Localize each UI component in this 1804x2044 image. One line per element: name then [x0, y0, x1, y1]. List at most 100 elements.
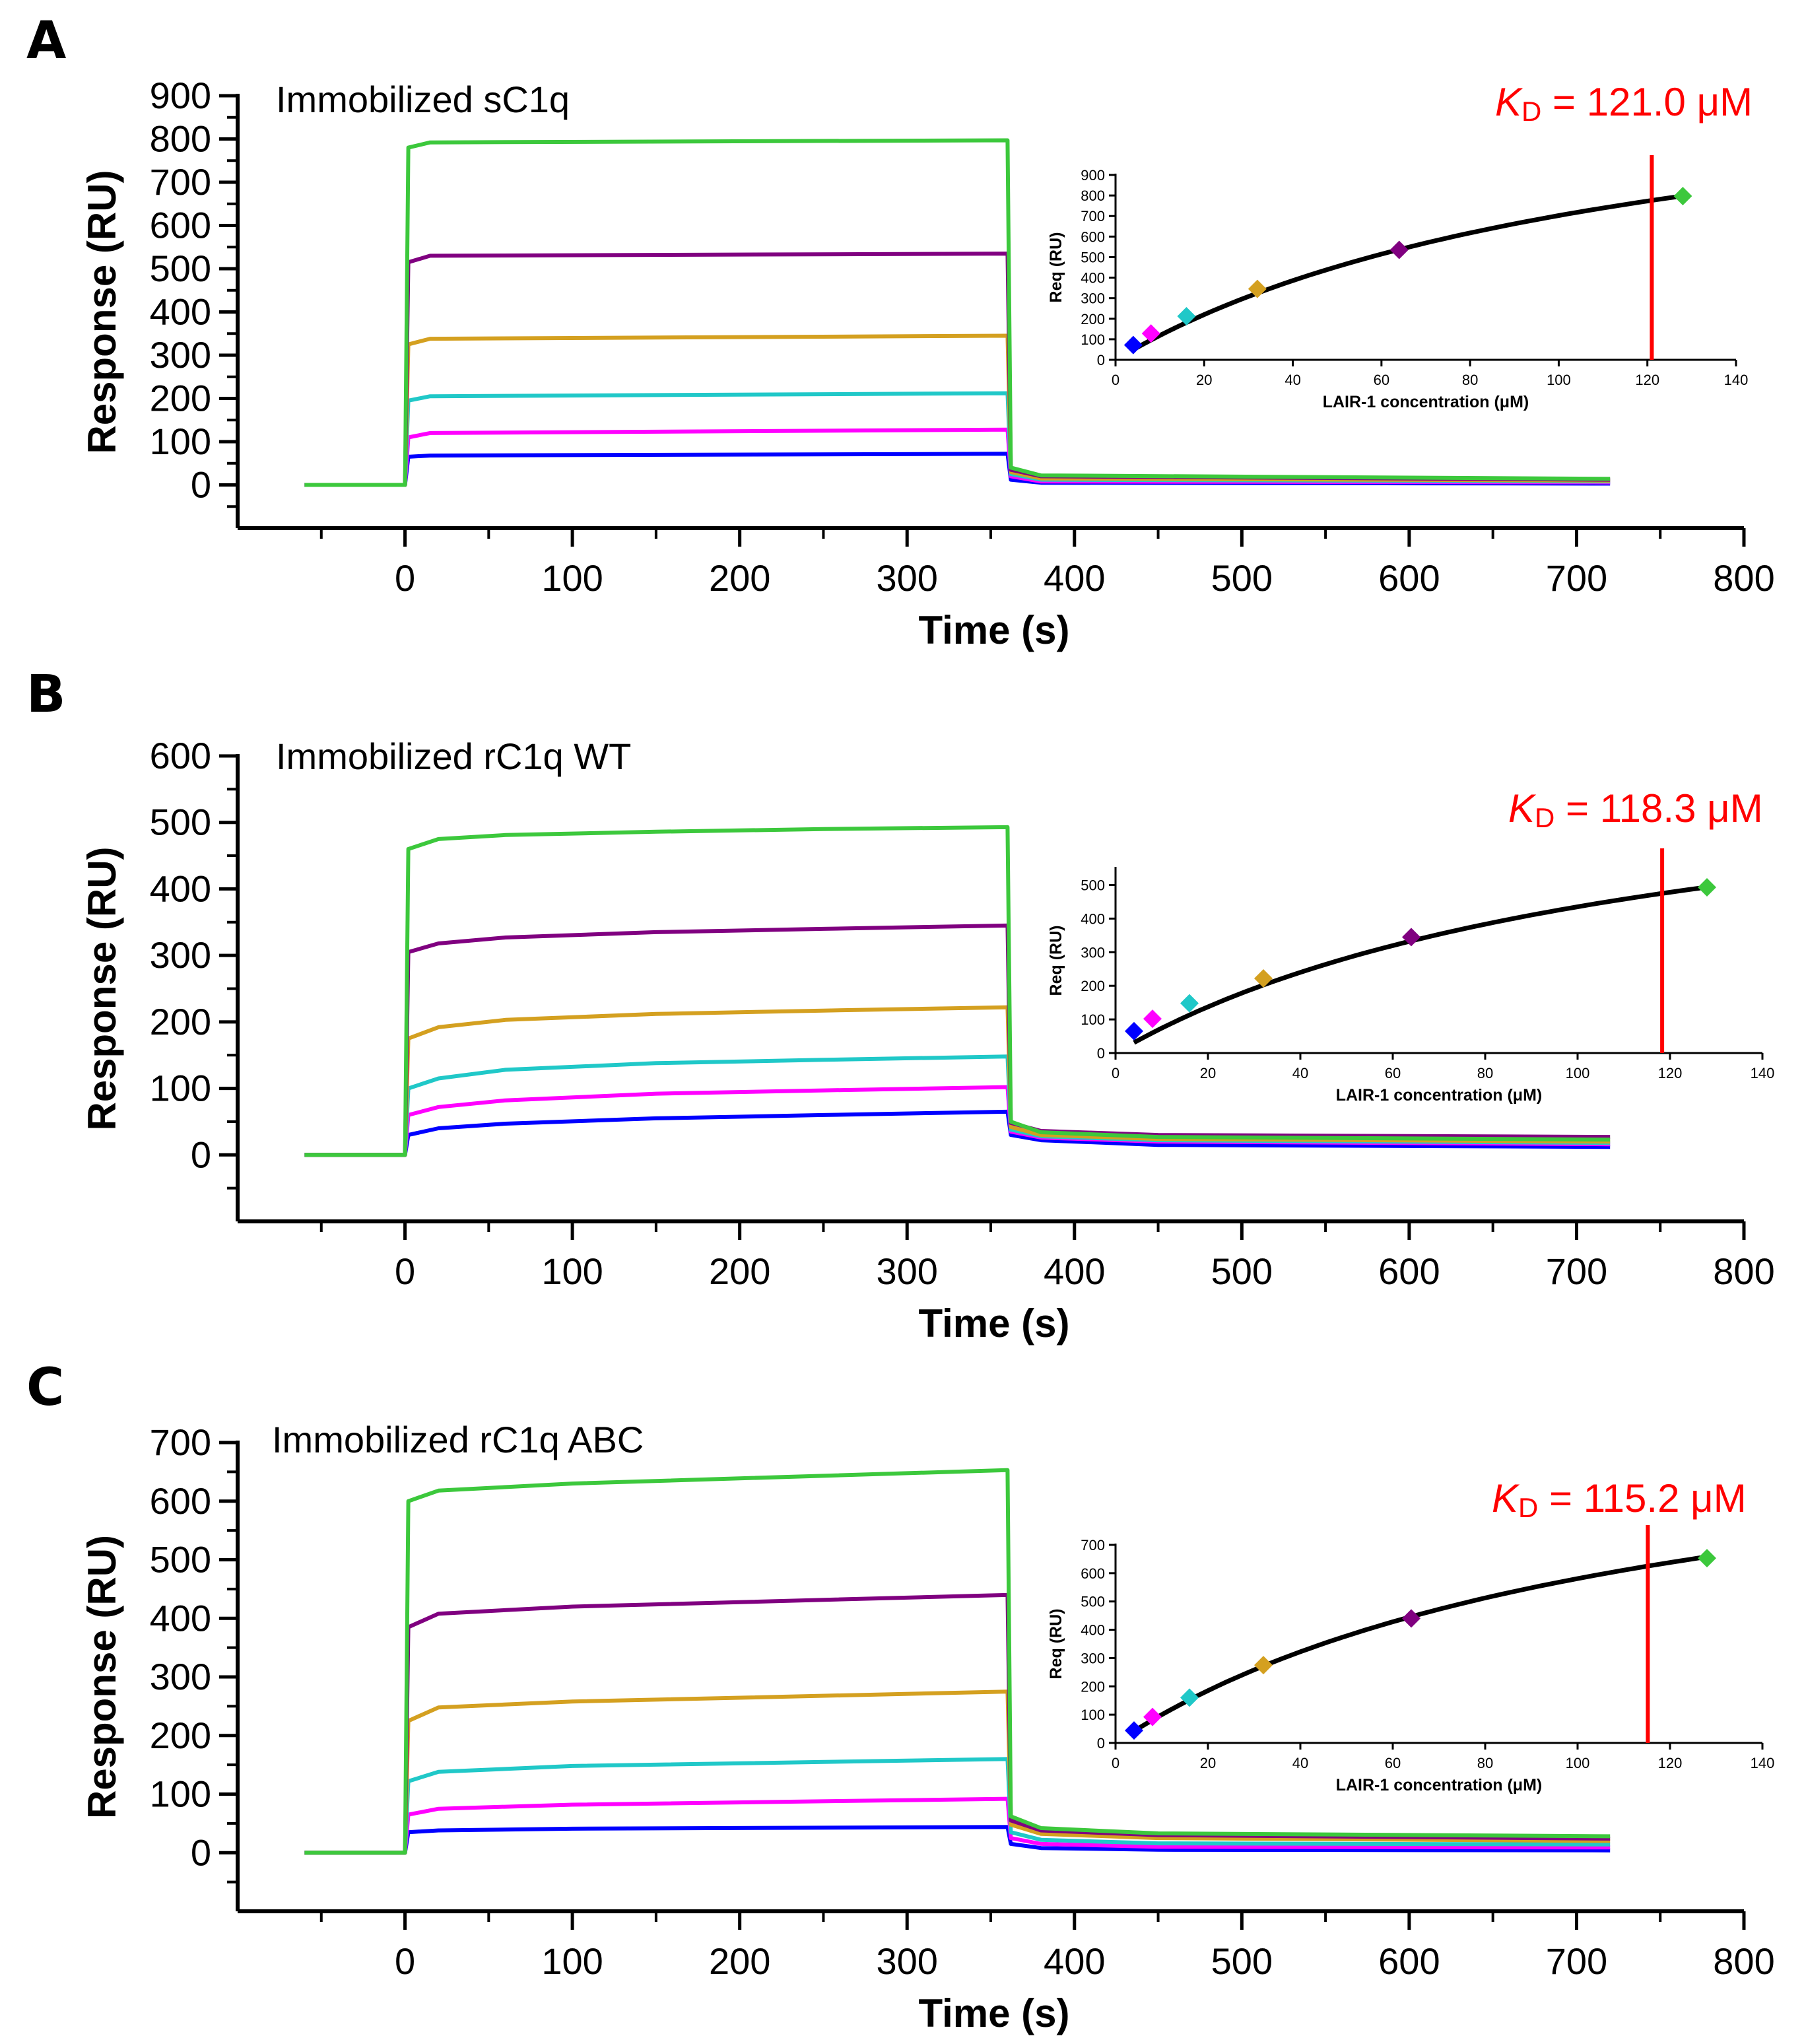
inset-x-tick-label: 60	[1385, 1755, 1401, 1771]
kd-label: KD = 121.0 μM	[1495, 80, 1753, 127]
series-line-blue	[304, 1109, 1611, 1157]
inset-x-tick-label: 140	[1751, 1065, 1775, 1081]
y-tick-label: 700	[150, 161, 211, 203]
inset-y-tick-label: 600	[1081, 228, 1105, 245]
y-tick-label: 200	[150, 1001, 211, 1042]
inset-y-tick-label: 100	[1081, 1707, 1105, 1723]
kd-value: = 118.3 μM	[1554, 786, 1762, 831]
series-line-purple	[304, 252, 1611, 487]
x-axis-label: Time (s)	[919, 1991, 1070, 2035]
y-tick-label: 0	[191, 464, 211, 506]
series-line-green	[304, 138, 1611, 487]
x-tick-label: 600	[1378, 1940, 1440, 1982]
inset-x-tick-label: 0	[1112, 372, 1119, 388]
inset-x-tick-label: 40	[1292, 1755, 1308, 1771]
y-tick-label: 500	[150, 1539, 211, 1581]
inset-y-tick-label: 300	[1081, 944, 1105, 961]
sensorgram-series	[304, 825, 1611, 1157]
x-axis-label: Time (s)	[919, 608, 1070, 652]
data-point-purple	[1402, 928, 1420, 947]
data-point-magenta	[1143, 1009, 1162, 1029]
kd-symbol: K	[1495, 80, 1523, 124]
series-line-green	[304, 1468, 1611, 1855]
inset-y-tick-label: 900	[1081, 167, 1105, 184]
x-tick-label: 200	[709, 1940, 770, 1982]
fit-curve	[1132, 193, 1683, 352]
inset-y-tick-label: 700	[1081, 1537, 1105, 1553]
y-tick-label: 600	[150, 205, 211, 246]
inset-x-tick-label: 20	[1200, 1065, 1216, 1081]
inset-y-axis-label: Req (RU)	[1047, 1609, 1065, 1680]
y-axis-label: Response (RU)	[80, 1535, 124, 1819]
x-tick-label: 400	[1044, 1940, 1105, 1982]
inset-y-tick-label: 200	[1081, 1678, 1105, 1695]
series-line-purple	[304, 1592, 1611, 1855]
kd-symbol: K	[1492, 1476, 1520, 1520]
kd-label: KD = 118.3 μM	[1508, 786, 1763, 833]
plot-title: Immobilized sC1q	[276, 79, 570, 120]
plot-title: Immobilized rC1q ABC	[272, 1419, 644, 1460]
inset-y-tick-label: 500	[1081, 1594, 1105, 1610]
y-tick-label: 300	[150, 934, 211, 976]
x-tick-label: 300	[877, 557, 938, 599]
fit-curve	[1133, 1554, 1708, 1733]
y-tick-label: 100	[150, 1773, 211, 1815]
x-tick-label: 0	[395, 1250, 415, 1292]
main-axes: 0 100 200 300 400 500 600 700 800010020030040050…	[80, 1421, 1775, 2035]
y-tick-label: 500	[150, 248, 211, 289]
x-tick-label: 300	[877, 1250, 938, 1292]
inset-y-tick-label: 0	[1097, 352, 1105, 368]
y-axis-label: Response (RU)	[80, 846, 124, 1130]
x-tick-label: 700	[1546, 557, 1607, 599]
inset-y-tick-label: 100	[1081, 1011, 1105, 1028]
y-tick-label: 600	[150, 735, 211, 776]
x-tick-label: 800	[1713, 1940, 1774, 1982]
data-point-cyan	[1177, 307, 1196, 326]
data-point-gold	[1254, 969, 1273, 988]
x-tick-label: 100	[541, 557, 603, 599]
inset-y-tick-label: 600	[1081, 1565, 1105, 1582]
inset-chart: 0 20 40 60 80 100 120 140 0 100 200 300 400 500 LAIR-1…	[1047, 848, 1774, 1105]
x-tick-label: 400	[1044, 1250, 1105, 1292]
x-axis-label: Time (s)	[919, 1301, 1070, 1346]
inset-x-tick-label: 140	[1724, 372, 1749, 388]
fit-curve	[1133, 885, 1708, 1045]
x-tick-label: 800	[1713, 1250, 1774, 1292]
y-tick-label: 500	[150, 801, 211, 843]
data-point-magenta	[1143, 1707, 1162, 1726]
x-tick-label: 500	[1211, 557, 1273, 599]
inset-x-axis-label: LAIR-1 concentration (μM)	[1323, 393, 1529, 411]
inset-x-tick-label: 120	[1658, 1755, 1683, 1771]
x-tick-label: 700	[1546, 1940, 1607, 1982]
y-tick-label: 800	[150, 118, 211, 160]
kd-subscript: D	[1518, 1492, 1538, 1523]
data-point-blue	[1125, 1721, 1143, 1740]
x-tick-label: 700	[1546, 1250, 1607, 1292]
inset-x-tick-label: 60	[1374, 372, 1389, 388]
inset-chart: 0 20 40 60 80 100 120 140 0 100 200 300 400 500 600 700…	[1047, 1525, 1774, 1794]
data-point-gold	[1248, 279, 1267, 298]
inset-x-tick-label: 80	[1477, 1065, 1493, 1081]
inset-x-axis-label: LAIR-1 concentration (μM)	[1336, 1086, 1543, 1105]
inset-x-tick-label: 100	[1566, 1755, 1590, 1771]
panel-letter: A	[26, 11, 66, 71]
x-tick-label: 100	[541, 1940, 603, 1982]
inset-y-tick-label: 700	[1081, 208, 1105, 224]
y-tick-label: 600	[150, 1480, 211, 1522]
inset-x-tick-label: 20	[1200, 1755, 1216, 1771]
inset-y-tick-label: 0	[1097, 1045, 1105, 1062]
panel-b: B0 100 200 300 400 500 600 700 80001002003004005…	[26, 665, 1775, 1346]
y-tick-label: 100	[150, 1068, 211, 1109]
inset-x-tick-label: 140	[1751, 1755, 1775, 1771]
data-point-cyan	[1180, 994, 1199, 1013]
inset-y-tick-label: 0	[1097, 1735, 1105, 1752]
data-point-green	[1698, 878, 1716, 897]
plot-title: Immobilized rC1q WT	[276, 735, 631, 777]
y-tick-label: 200	[150, 1715, 211, 1756]
inset-x-tick-label: 100	[1566, 1065, 1590, 1081]
data-point-blue	[1123, 335, 1143, 355]
kd-value: = 115.2 μM	[1538, 1476, 1746, 1520]
data-point-green	[1673, 187, 1692, 206]
inset-y-tick-label: 500	[1081, 877, 1105, 893]
x-tick-label: 200	[709, 557, 770, 599]
